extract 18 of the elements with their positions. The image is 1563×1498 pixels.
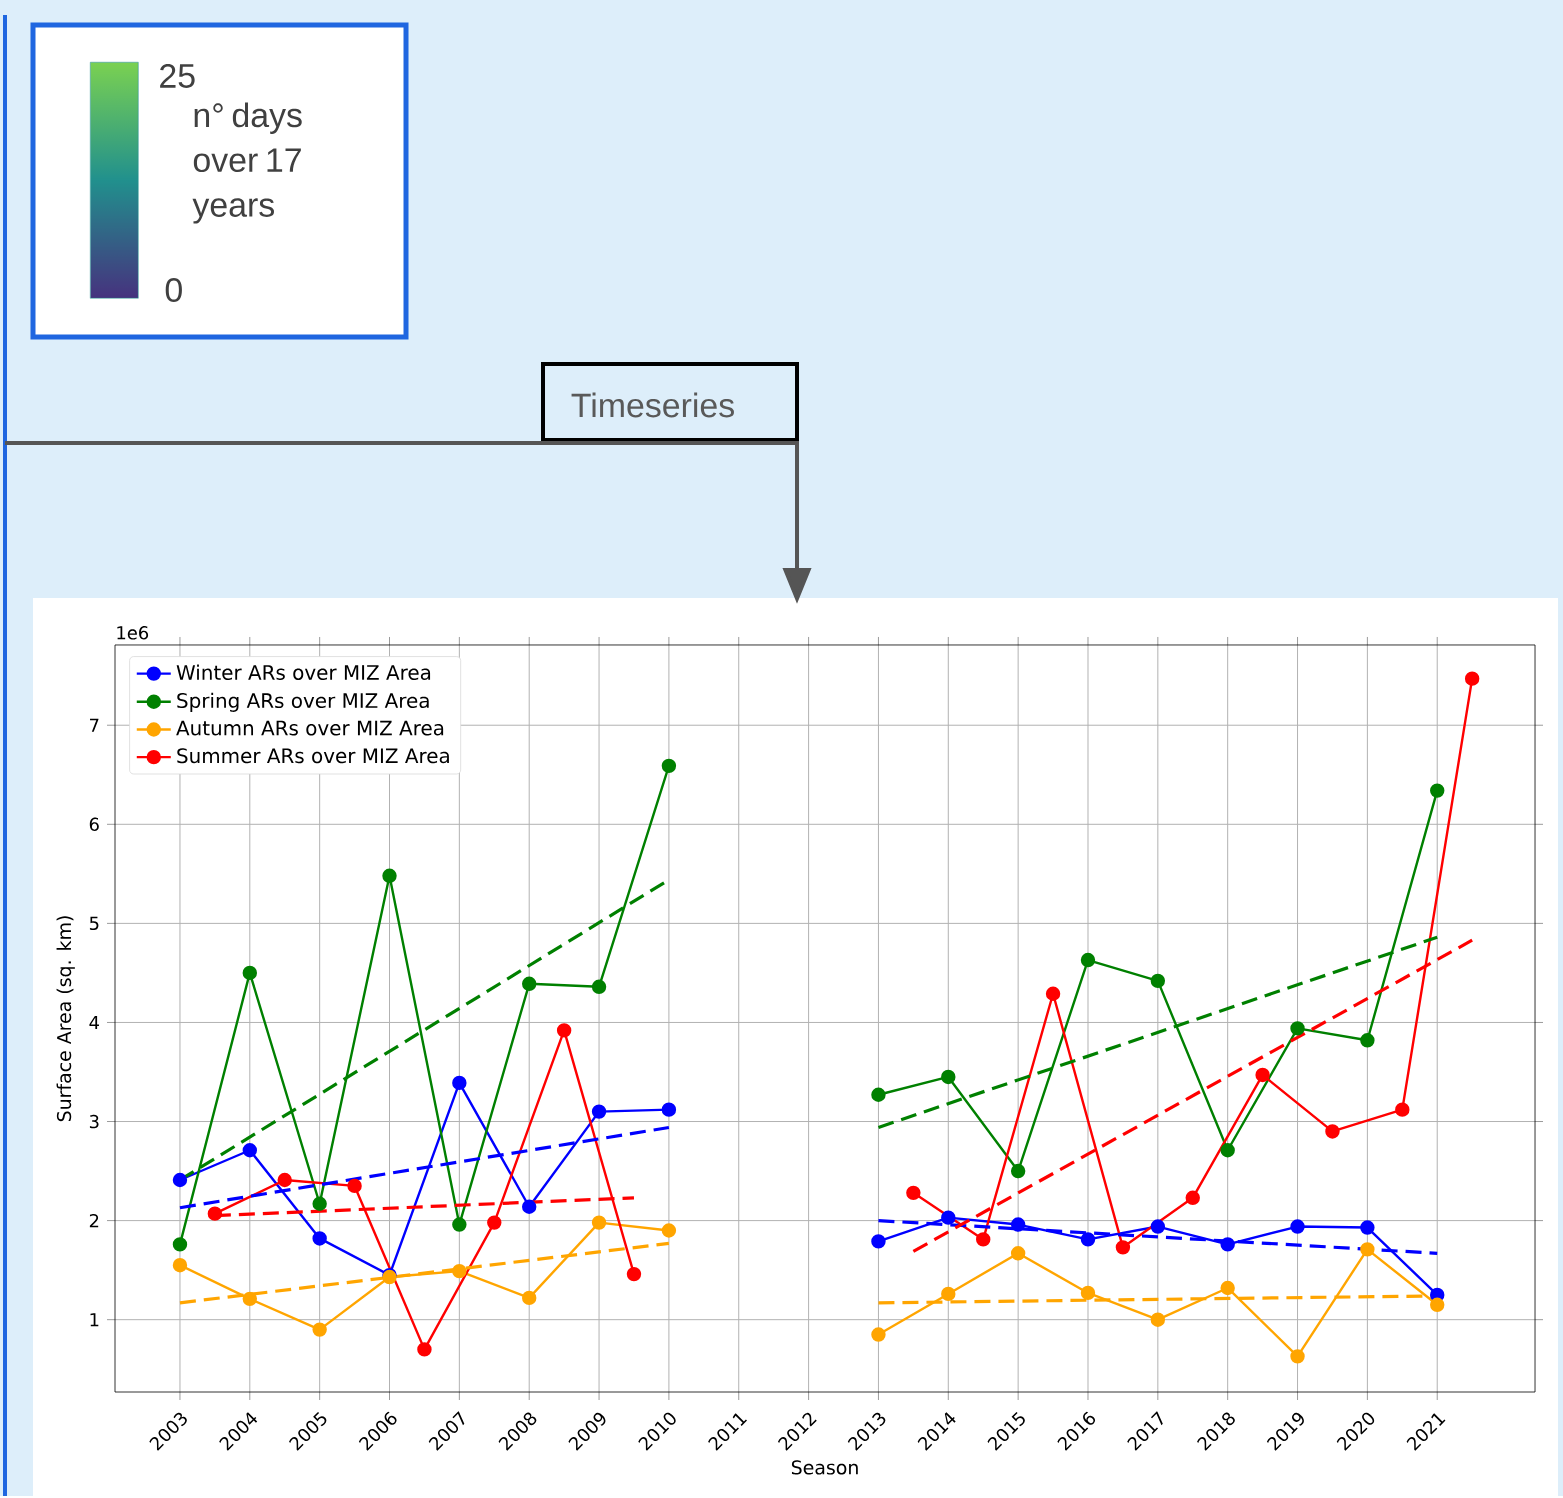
text: 1e6 — [117, 626, 149, 640]
text: 0 — [165, 277, 182, 302]
y-tick-label: 5 — [89, 916, 99, 931]
y-tick-label: 3 — [89, 1114, 99, 1129]
y-tick-label: 7 — [90, 718, 99, 732]
x-axis-title: Season — [791, 1460, 858, 1475]
legend-label: Winter ARs over MIZ Area — [176, 664, 431, 680]
y-tick-label: 1 — [90, 1313, 99, 1327]
chart-title: Timeseries — [571, 392, 734, 418]
text: n° days over 17 years — [192, 102, 302, 224]
legend-label: Autumn ARs over MIZ Area — [176, 720, 444, 736]
y-axis-title: Surface Area (sq. km) — [56, 916, 75, 1122]
y-tick-label: 2 — [89, 1213, 99, 1228]
y-tick-label: 4 — [89, 1015, 99, 1029]
text: 25 — [160, 63, 195, 88]
legend-label: Spring ARs over MIZ Area — [177, 692, 429, 712]
legend-label: Summer ARs over MIZ Area — [177, 748, 449, 764]
y-tick-label: 6 — [89, 817, 99, 832]
